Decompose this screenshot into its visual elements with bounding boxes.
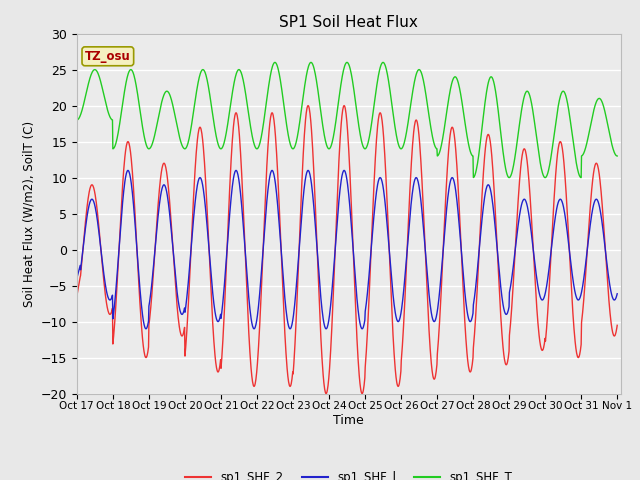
- sp1_SHF_T: [502, 166, 509, 172]
- Legend: sp1_SHF_2, sp1_SHF_l, sp1_SHF_T: sp1_SHF_2, sp1_SHF_l, sp1_SHF_T: [180, 466, 517, 480]
- X-axis label: Time: Time: [333, 414, 364, 427]
- sp1_SHF_T: [613, 153, 621, 159]
- sp1_SHF_l: [73, 276, 81, 281]
- sp1_SHF_2: [180, 329, 188, 335]
- sp1_SHF_T: [73, 117, 81, 123]
- sp1_SHF_l: [550, 226, 557, 231]
- sp1_SHF_T: [253, 146, 261, 152]
- Text: TZ_osu: TZ_osu: [85, 50, 131, 63]
- sp1_SHF_2: [73, 293, 81, 300]
- sp1_SHF_T: [431, 144, 439, 149]
- sp1_SHF_l: [431, 317, 439, 323]
- sp1_SHF_2: [502, 362, 510, 368]
- Y-axis label: Soil Heat Flux (W/m2), SoilT (C): Soil Heat Flux (W/m2), SoilT (C): [22, 120, 35, 307]
- sp1_SHF_2: [550, 202, 557, 207]
- sp1_SHF_2: [253, 360, 261, 366]
- sp1_SHF_T: [550, 137, 557, 143]
- sp1_SHF_l: [502, 312, 510, 317]
- sp1_SHF_2: [323, 391, 330, 396]
- sp1_SHF_l: [193, 185, 201, 191]
- sp1_SHF_T: [271, 60, 279, 65]
- sp1_SHF_2: [431, 373, 439, 379]
- sp1_SHF_2: [193, 141, 201, 147]
- Title: SP1 Soil Heat Flux: SP1 Soil Heat Flux: [280, 15, 418, 30]
- sp1_SHF_l: [250, 326, 258, 332]
- sp1_SHF_T: [180, 145, 188, 151]
- Line: sp1_SHF_T: sp1_SHF_T: [77, 62, 617, 178]
- sp1_SHF_T: [193, 86, 201, 92]
- sp1_SHF_l: [180, 308, 188, 314]
- sp1_SHF_l: [232, 168, 240, 173]
- sp1_SHF_l: [613, 291, 621, 297]
- Line: sp1_SHF_2: sp1_SHF_2: [77, 106, 617, 394]
- sp1_SHF_T: [577, 175, 585, 180]
- sp1_SHF_2: [304, 103, 312, 108]
- sp1_SHF_l: [254, 306, 262, 312]
- sp1_SHF_2: [613, 323, 621, 328]
- Line: sp1_SHF_l: sp1_SHF_l: [77, 170, 617, 329]
